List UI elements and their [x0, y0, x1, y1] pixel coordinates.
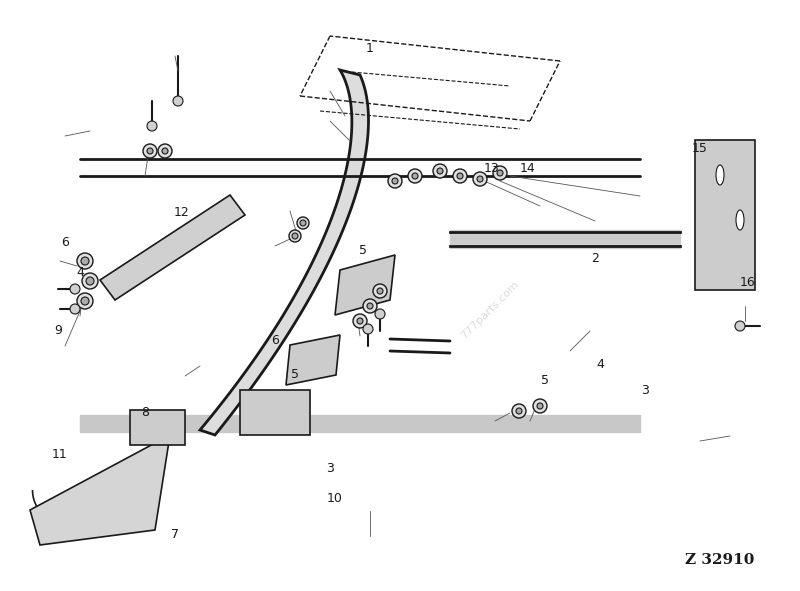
Circle shape	[392, 178, 398, 184]
Circle shape	[388, 174, 402, 188]
Circle shape	[512, 404, 526, 418]
Circle shape	[363, 299, 377, 313]
Text: 6: 6	[271, 333, 279, 346]
Text: 10: 10	[327, 492, 343, 505]
Text: 5: 5	[541, 374, 549, 387]
Text: 11: 11	[52, 449, 68, 462]
Circle shape	[735, 321, 745, 331]
Text: 2: 2	[591, 252, 599, 265]
Circle shape	[81, 297, 89, 305]
Polygon shape	[30, 435, 170, 545]
Circle shape	[408, 169, 422, 183]
Text: 1: 1	[366, 41, 374, 54]
Circle shape	[77, 293, 93, 309]
Circle shape	[86, 277, 94, 285]
Text: 4: 4	[76, 265, 84, 278]
Text: 13: 13	[484, 161, 500, 174]
Text: 777parts.com: 777parts.com	[459, 279, 521, 341]
Circle shape	[437, 168, 443, 174]
Circle shape	[537, 403, 543, 409]
Circle shape	[162, 148, 168, 154]
Circle shape	[373, 284, 387, 298]
Circle shape	[292, 233, 298, 239]
Polygon shape	[695, 140, 755, 290]
Circle shape	[143, 144, 157, 158]
Circle shape	[433, 164, 447, 178]
Circle shape	[173, 96, 183, 106]
Circle shape	[147, 148, 153, 154]
Text: 5: 5	[359, 243, 367, 256]
Text: 8: 8	[141, 405, 149, 418]
Circle shape	[297, 217, 309, 229]
Text: 3: 3	[326, 462, 334, 475]
Circle shape	[533, 399, 547, 413]
Circle shape	[77, 253, 93, 269]
Circle shape	[70, 304, 80, 314]
Circle shape	[147, 121, 157, 131]
Circle shape	[477, 176, 483, 182]
Circle shape	[457, 173, 463, 179]
Circle shape	[81, 257, 89, 265]
Circle shape	[412, 173, 418, 179]
Circle shape	[473, 172, 487, 186]
Circle shape	[158, 144, 172, 158]
Circle shape	[497, 170, 503, 176]
Circle shape	[453, 169, 467, 183]
Text: 14: 14	[520, 161, 536, 174]
Text: 3: 3	[641, 384, 649, 397]
Ellipse shape	[736, 210, 744, 230]
Circle shape	[289, 230, 301, 242]
Polygon shape	[240, 390, 310, 435]
Polygon shape	[335, 255, 395, 315]
Circle shape	[353, 314, 367, 328]
Circle shape	[377, 288, 383, 294]
Text: 7: 7	[171, 528, 179, 541]
Text: 4: 4	[596, 359, 604, 372]
Text: 9: 9	[54, 323, 62, 336]
Circle shape	[363, 324, 373, 334]
Text: 5: 5	[291, 369, 299, 382]
Circle shape	[357, 318, 363, 324]
Ellipse shape	[716, 165, 724, 185]
Text: 16: 16	[740, 277, 756, 290]
Text: 6: 6	[61, 235, 69, 248]
Circle shape	[367, 303, 373, 309]
Text: Z 32910: Z 32910	[686, 553, 754, 567]
Circle shape	[493, 166, 507, 180]
Circle shape	[375, 309, 385, 319]
Polygon shape	[100, 195, 245, 300]
Text: 12: 12	[174, 206, 190, 219]
Polygon shape	[200, 70, 369, 435]
Text: 15: 15	[692, 141, 708, 154]
Circle shape	[70, 284, 80, 294]
Polygon shape	[286, 335, 340, 385]
Circle shape	[516, 408, 522, 414]
Circle shape	[82, 273, 98, 289]
Circle shape	[300, 220, 306, 226]
FancyBboxPatch shape	[130, 410, 185, 445]
